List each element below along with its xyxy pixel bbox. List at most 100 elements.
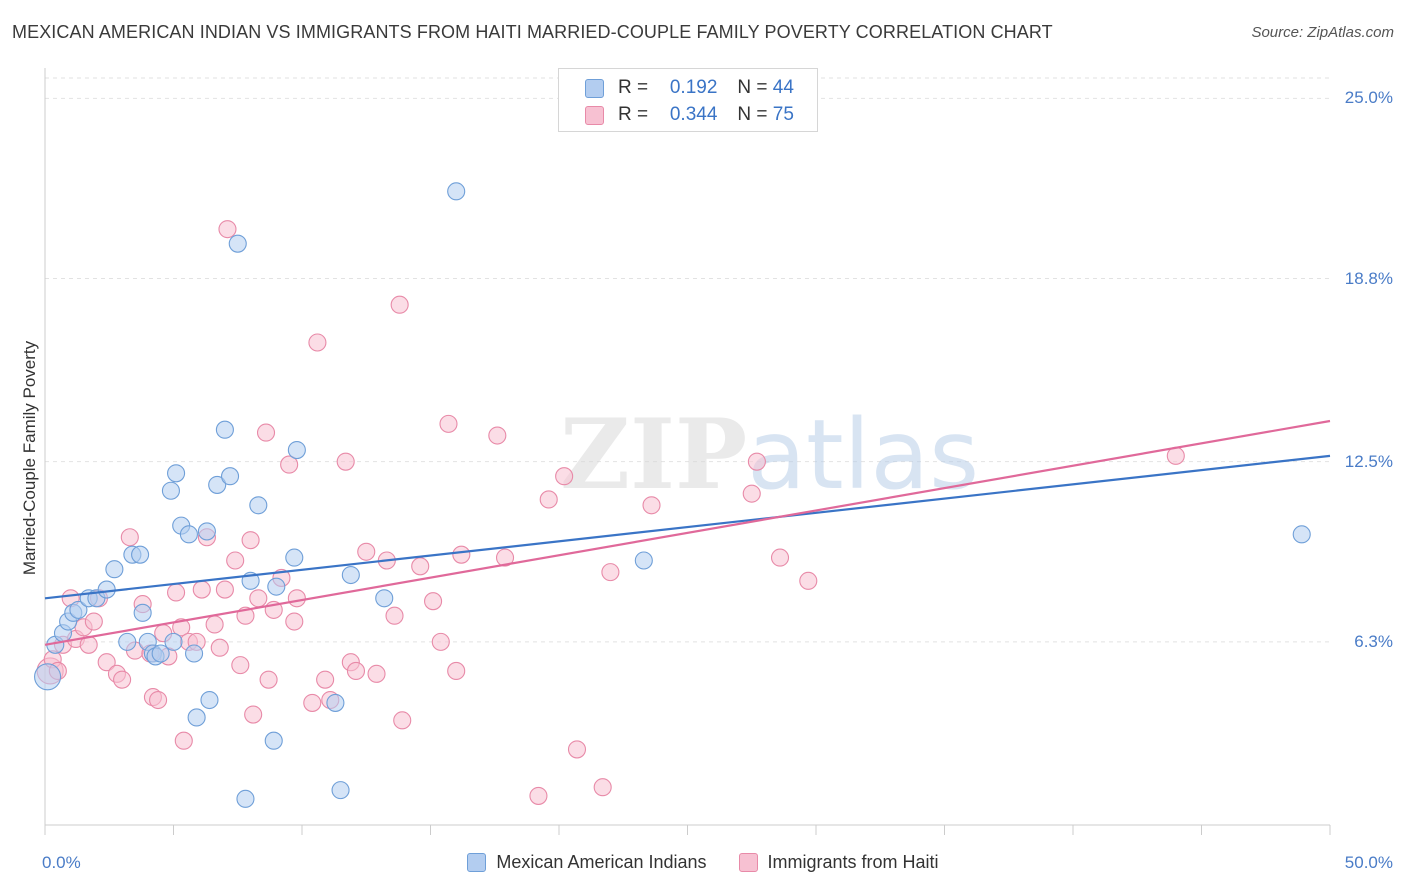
y-tick-label: 12.5%	[1344, 451, 1393, 471]
point-mexican-american-indians	[267, 577, 286, 596]
point-mexican-american-indians	[287, 440, 306, 460]
pink-swatch	[585, 105, 604, 125]
point-immigrants-from-haiti	[256, 423, 276, 442]
point-immigrants-from-haiti	[529, 786, 548, 805]
y-tick-label: 6.3%	[1354, 631, 1393, 651]
point-immigrants-from-haiti	[567, 740, 587, 759]
trend-line-blue	[44, 454, 1331, 600]
point-immigrants-from-haiti	[149, 690, 168, 710]
point-immigrants-from-haiti	[601, 563, 620, 582]
point-immigrants-from-haiti	[799, 571, 818, 590]
point-mexican-american-indians	[228, 234, 247, 253]
point-immigrants-from-haiti	[346, 661, 366, 680]
point-immigrants-from-haiti	[120, 528, 139, 547]
point-mexican-american-indians	[200, 690, 219, 710]
legend-series: Mexican American Indians Immigrants from…	[0, 852, 1406, 873]
point-immigrants-from-haiti	[593, 778, 612, 797]
point-mexican-american-indians	[164, 632, 183, 651]
point-mexican-american-indians	[187, 708, 206, 727]
point-immigrants-from-haiti	[226, 551, 245, 570]
point-immigrants-from-haiti	[336, 452, 355, 471]
point-mexican-american-indians	[185, 644, 204, 663]
point-mexican-american-indians	[69, 600, 88, 619]
pink-swatch	[738, 853, 758, 872]
axes	[44, 68, 1331, 835]
x-tick-label-min: 0.0%	[42, 853, 81, 872]
point-immigrants-from-haiti	[244, 705, 263, 724]
trend-line-pink	[44, 419, 1331, 646]
point-mexican-american-indians	[105, 560, 124, 579]
point-immigrants-from-haiti	[259, 670, 278, 689]
r-label: R =	[618, 77, 649, 98]
point-mexican-american-indians	[375, 589, 394, 608]
point-immigrants-from-haiti	[495, 548, 515, 567]
point-mexican-american-indians	[447, 182, 466, 201]
point-immigrants-from-haiti	[113, 670, 132, 689]
point-immigrants-from-haiti	[555, 467, 574, 486]
point-immigrants-from-haiti	[385, 606, 404, 625]
legend-label: Mexican American Indians	[496, 852, 707, 872]
point-immigrants-from-haiti	[174, 731, 193, 750]
point-immigrants-from-haiti	[431, 632, 450, 651]
point-mexican-american-indians	[208, 475, 227, 494]
point-immigrants-from-haiti	[424, 592, 443, 611]
point-immigrants-from-haiti	[215, 580, 234, 599]
point-immigrants-from-haiti	[390, 295, 409, 314]
point-immigrants-from-haiti	[642, 496, 661, 515]
n-value: 75	[772, 104, 794, 125]
point-immigrants-from-haiti	[308, 333, 327, 352]
point-immigrants-from-haiti	[192, 580, 211, 599]
point-mexican-american-indians	[326, 693, 345, 712]
point-mexican-american-indians	[285, 548, 304, 567]
point-immigrants-from-haiti	[539, 490, 558, 509]
source-label: Source: ZipAtlas.com	[1251, 24, 1394, 41]
y-axis-label: Married-Couple Family Poverty	[20, 340, 39, 576]
point-mexican-american-indians	[264, 731, 283, 750]
n-label: N =	[737, 77, 768, 98]
point-mexican-american-indians	[179, 525, 198, 544]
n-value: 44	[772, 77, 794, 98]
point-mexican-american-indians	[118, 632, 137, 651]
point-immigrants-from-haiti	[97, 653, 116, 672]
point-mexican-american-indians	[151, 644, 170, 663]
point-mexican-american-indians	[131, 545, 150, 564]
legend-item-immigrants-from-haiti[interactable]: Immigrants from Haiti	[738, 852, 939, 873]
point-immigrants-from-haiti	[231, 656, 250, 675]
point-immigrants-from-haiti	[210, 638, 229, 657]
blue-swatch	[467, 853, 487, 872]
legend-item-mexican-american-indians[interactable]: Mexican American Indians	[467, 852, 707, 873]
y-tick-label: 18.8%	[1344, 268, 1393, 288]
point-mexican-american-indians	[97, 580, 116, 599]
legend-label: Immigrants from Haiti	[767, 852, 939, 872]
point-mexican-american-indians	[1292, 525, 1311, 544]
point-mexican-american-indians	[133, 603, 152, 622]
point-immigrants-from-haiti	[287, 589, 306, 608]
r-value: 0.344	[669, 104, 718, 125]
trend-lines	[44, 419, 1331, 646]
legend-row-pink: R = 0.344 N = 75	[585, 104, 794, 126]
point-mexican-american-indians	[220, 467, 240, 486]
blue-swatch	[585, 78, 604, 98]
point-immigrants-from-haiti	[218, 220, 237, 239]
point-mexican-american-indians	[167, 464, 186, 483]
point-mexican-american-indians	[161, 481, 180, 500]
point-mexican-american-indians	[341, 565, 360, 585]
r-label: R =	[618, 104, 649, 125]
point-mexican-american-indians	[215, 420, 234, 439]
point-immigrants-from-haiti	[205, 615, 224, 634]
r-value: 0.192	[669, 77, 718, 98]
point-mexican-american-indians	[236, 789, 255, 808]
point-immigrants-from-haiti	[84, 612, 103, 631]
point-immigrants-from-haiti	[249, 589, 268, 608]
point-immigrants-from-haiti	[316, 670, 335, 689]
point-immigrants-from-haiti	[285, 612, 304, 631]
point-immigrants-from-haiti	[742, 484, 761, 503]
point-immigrants-from-haiti	[303, 693, 322, 712]
chart-title: MEXICAN AMERICAN INDIAN VS IMMIGRANTS FR…	[12, 22, 1053, 42]
point-immigrants-from-haiti	[357, 542, 376, 561]
point-immigrants-from-haiti	[411, 557, 430, 576]
point-immigrants-from-haiti	[770, 548, 790, 567]
x-tick-label-max: 50.0%	[1344, 853, 1393, 872]
n-label: N =	[737, 104, 768, 125]
